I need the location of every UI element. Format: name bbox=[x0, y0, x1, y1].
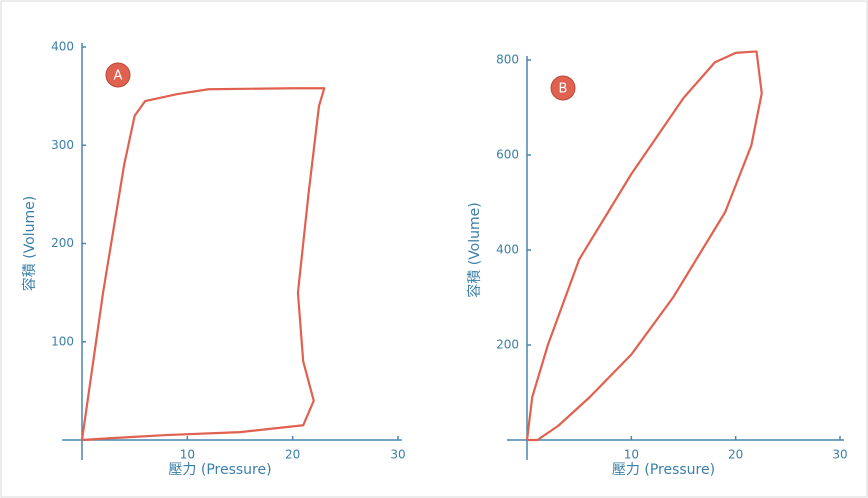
annotation-badge bbox=[550, 75, 576, 101]
y-tick-label: 400 bbox=[496, 243, 519, 257]
y-tick-label: 600 bbox=[496, 148, 519, 162]
y-tick-label: 400 bbox=[51, 40, 74, 54]
x-tick-label: 10 bbox=[180, 448, 195, 462]
x-tick-label: 10 bbox=[624, 448, 639, 462]
y-tick-label: 800 bbox=[496, 53, 519, 67]
x-tick-label: 20 bbox=[285, 448, 300, 462]
annotation: A bbox=[114, 69, 123, 84]
annotation-badge bbox=[105, 62, 131, 88]
annotation: B bbox=[559, 82, 568, 97]
pv-loop bbox=[80, 87, 326, 442]
x-tick-label: 30 bbox=[832, 448, 847, 462]
y-tick-label: 200 bbox=[496, 338, 519, 352]
y-axis-label: 容積 (Volume) bbox=[21, 196, 38, 291]
y-tick-label: 300 bbox=[51, 138, 74, 152]
pv-loop bbox=[525, 50, 763, 442]
y-tick-label: 100 bbox=[51, 334, 74, 348]
x-axis-label: 壓力 (Pressure) bbox=[168, 462, 271, 478]
x-tick-label: 20 bbox=[728, 448, 743, 462]
x-tick-label: 30 bbox=[390, 448, 405, 462]
x-axis-label: 壓力 (Pressure) bbox=[612, 462, 715, 478]
y-axis-label: 容積 (Volume) bbox=[466, 202, 483, 297]
y-tick-label: 200 bbox=[51, 236, 74, 250]
